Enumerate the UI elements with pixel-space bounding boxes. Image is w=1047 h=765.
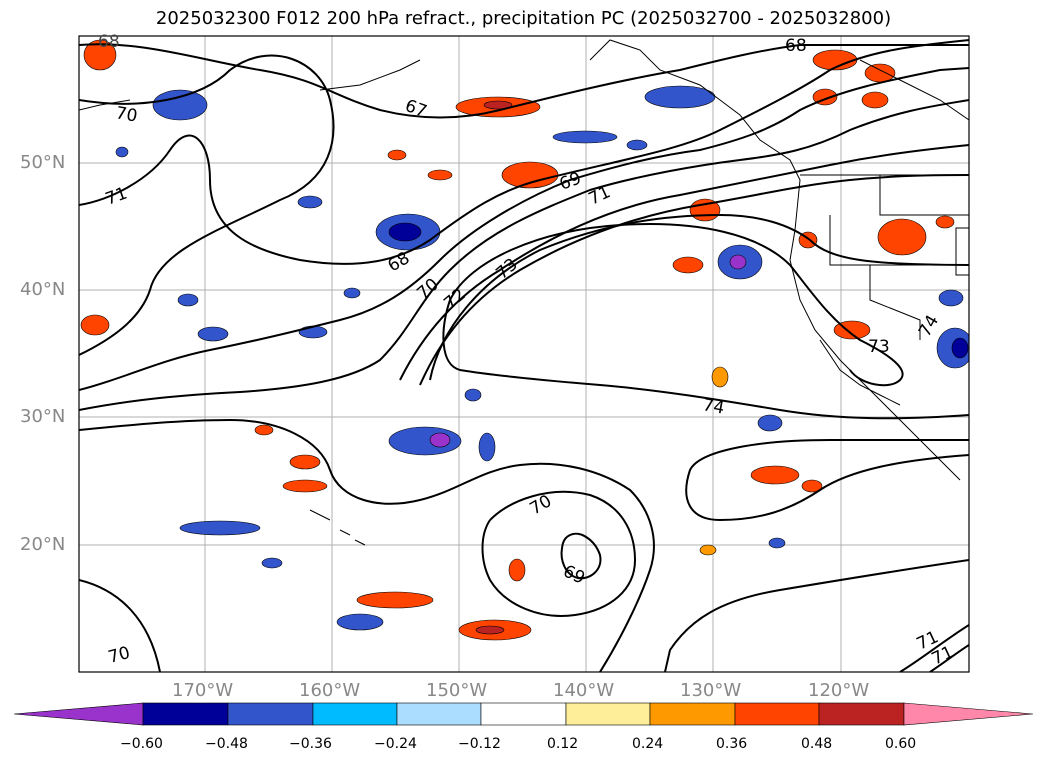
gridlines (79, 36, 969, 672)
lat-label: 30°N (20, 406, 66, 427)
lat-label: 40°N (20, 279, 66, 300)
colorbar-tick: 0.12 (547, 736, 579, 752)
lon-label: 170°W (172, 680, 234, 701)
lon-label: 150°W (426, 680, 488, 701)
colorbar-tick: 0.48 (801, 736, 833, 752)
map-title: 2025032300 F012 200 hPa refract., precip… (155, 8, 892, 29)
colorbar-tick: −0.60 (120, 736, 163, 752)
colorbar-tick: −0.12 (458, 736, 501, 752)
lon-label: 160°W (299, 680, 361, 701)
colorbar-tick: −0.24 (374, 736, 417, 752)
lat-label: 20°N (20, 534, 66, 555)
colorbar (13, 702, 1034, 726)
colorbar-tick: −0.36 (289, 736, 332, 752)
lon-label: 120°W (808, 680, 870, 701)
refractivity-contours (79, 39, 969, 672)
precip-negative (115, 85, 969, 631)
plot-frame (78, 35, 970, 673)
lat-label: 50°N (20, 152, 66, 173)
precip-positive (80, 39, 955, 641)
colorbar-tick: 0.60 (885, 736, 917, 752)
colorbar-tick: 0.24 (632, 736, 664, 752)
colorbar-tick: −0.48 (205, 736, 248, 752)
colorbar-tick: 0.36 (716, 736, 748, 752)
coastlines (79, 39, 969, 546)
lon-label: 140°W (553, 680, 615, 701)
lon-label: 130°W (680, 680, 742, 701)
